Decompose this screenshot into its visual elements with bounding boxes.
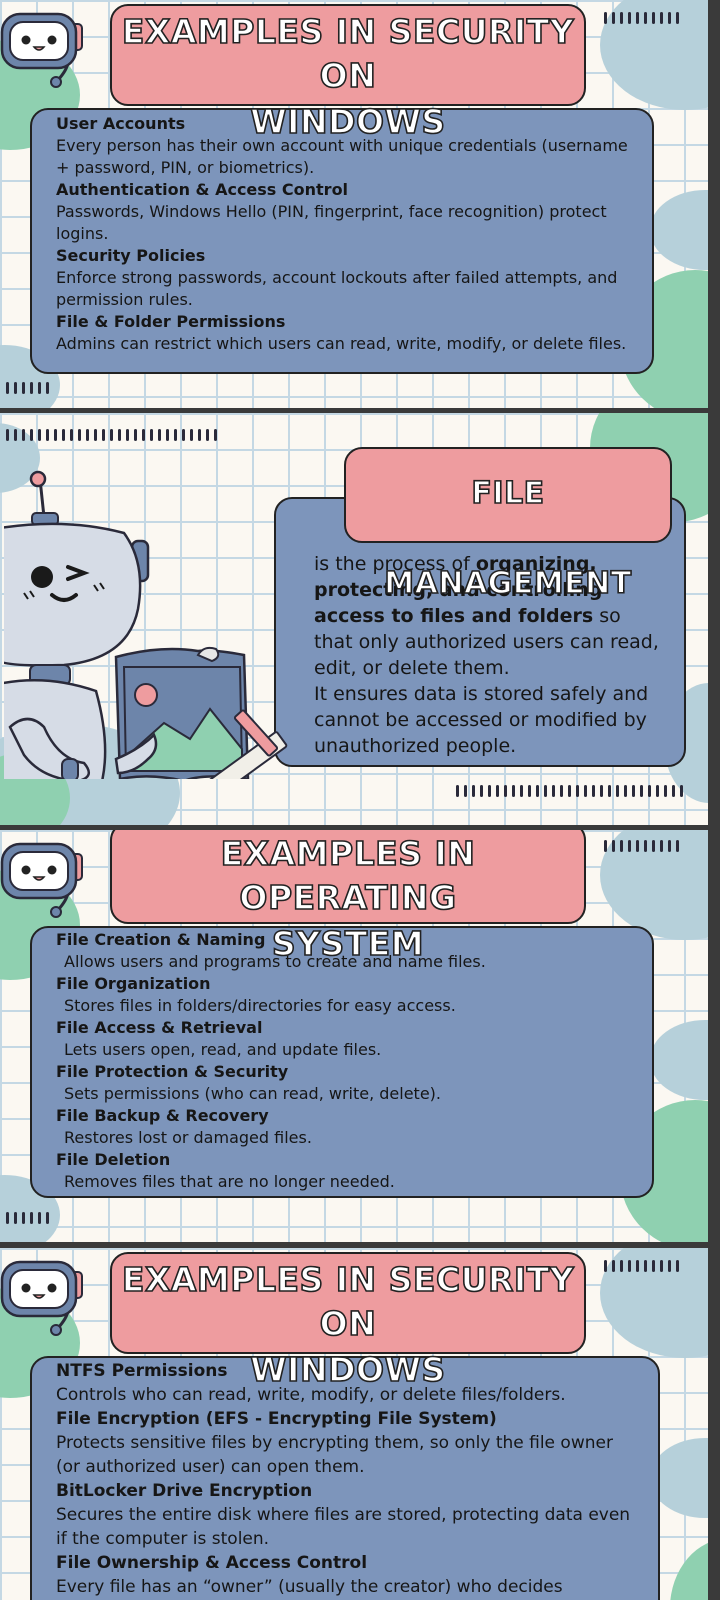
slide-security-windows-files: EXAMPLES IN SECURITY ON WINDOWS NTFS Per… [0,1248,708,1600]
pencil-icon [233,709,279,757]
blue-blob-right-mid [650,190,708,270]
slide1-title-box: EXAMPLES IN SECURITY ON WINDOWS [110,4,586,142]
item-desc: Admins can restrict which users can read… [56,334,627,353]
robot-head-icon [0,12,83,88]
item-desc: Every person has their own account with … [56,136,628,177]
slide3-title-box: EXAMPLES IN OPERATING SYSTEM [110,830,586,964]
slide4-title-box: EXAMPLES IN SECURITY ON WINDOWS [110,1252,586,1390]
item-desc: Removes files that are no longer needed. [64,1172,395,1191]
tick-pattern [6,382,49,394]
tick-pattern [6,1212,49,1224]
definition-emphasis: organizing, protecting, and controlling … [314,553,603,627]
item-desc: Allows users and programs to create and … [64,952,486,971]
item-title: File Protection & Security [56,1062,289,1081]
tick-pattern [456,785,683,797]
item-desc: Sets permissions (who can read, write, d… [64,1084,441,1103]
file-management-definition: is the process of organizing, protecting… [314,551,660,681]
list-item: File Organization Stores files in folder… [56,973,630,1017]
slide4-title-line1: EXAMPLES IN SECURITY ON [121,1259,575,1344]
item-desc: Stores files in folders/directories for … [64,996,456,1015]
item-desc: Passwords, Windows Hello (PIN, fingerpri… [56,202,607,243]
item-title: Authentication & Access Control [56,180,349,199]
slide-file-management: FILE MANAGEMENT is the process of organi… [0,413,708,825]
item-desc: Secures the entire disk where files are … [56,1505,631,1549]
list-item: File Access & Retrieval Lets users open,… [56,1017,630,1061]
item-desc: Enforce strong passwords, account lockou… [56,268,618,309]
item-title: File Backup & Recovery [56,1106,269,1125]
list-item: Authentication & Access Control Password… [56,179,630,245]
item-desc: Every file has an “owner” (usually the c… [56,1577,563,1597]
item-title: Security Policies [56,246,206,265]
slide1-title-line2: WINDOWS [249,101,446,142]
slide1-content-box: User Accounts Every person has their own… [30,108,654,374]
green-blob-right [670,1538,708,1600]
item-desc: Controls who can read, write, modify, or… [56,1385,566,1405]
list-item: File Ownership & Access Control Every fi… [56,1551,634,1599]
list-item: User Accounts Every person has their own… [56,113,630,179]
list-item: NTFS Permissions Controls who can read, … [56,1359,634,1407]
tick-pattern [604,12,679,24]
file-management-purpose: It ensures data is stored safely and can… [314,683,649,757]
slide-examples-operating-system: EXAMPLES IN OPERATING SYSTEM File Creati… [0,830,708,1242]
slide-security-windows-accounts: EXAMPLES IN SECURITY ON WINDOWS User Acc… [0,0,708,408]
slide3-content-box: File Creation & Naming Allows users and … [30,926,654,1198]
item-title: File Creation & Naming [56,930,266,949]
list-item: File & Folder Permissions Admins can res… [56,311,630,355]
item-title: File Ownership & Access Control [56,1553,368,1573]
definition-intro: is the process of [314,553,476,575]
item-title: File Organization [56,974,211,993]
item-desc: Lets users open, read, and update files. [64,1040,382,1059]
robot-head-icon [0,1260,83,1336]
list-item: File Protection & Security Sets permissi… [56,1061,630,1105]
slide4-content-box: NTFS Permissions Controls who can read, … [30,1356,660,1600]
slide4-title-line2: WINDOWS [249,1349,446,1390]
slide3-title-line1: EXAMPLES IN OPERATING [220,833,476,918]
slide3-title-line2: SYSTEM [271,923,425,964]
tick-pattern [604,1260,679,1272]
item-title: File Access & Retrieval [56,1018,263,1037]
list-item: Security Policies Enforce strong passwor… [56,245,630,311]
blue-blob-right-mid [650,1020,708,1100]
list-item: File Encryption (EFS - Encrypting File S… [56,1407,634,1479]
item-title: File & Folder Permissions [56,312,286,331]
list-item: BitLocker Drive Encryption Secures the e… [56,1479,634,1551]
robot-head-icon [0,842,83,918]
list-item: File Creation & Naming Allows users and … [56,929,630,973]
list-item: File Deletion Removes files that are no … [56,1149,630,1193]
list-item: File Backup & Recovery Restores lost or … [56,1105,630,1149]
tick-pattern [6,429,217,441]
robot-mascot-icon [4,470,288,779]
item-title: File Encryption (EFS - Encrypting File S… [56,1409,497,1429]
slide2-title-box: FILE MANAGEMENT [344,447,672,602]
slide1-title-line1: EXAMPLES IN SECURITY ON [121,11,575,96]
item-title: User Accounts [56,114,186,133]
tick-pattern [604,840,679,852]
item-title: NTFS Permissions [56,1361,228,1381]
item-desc: Protects sensitive files by encrypting t… [56,1433,613,1477]
definition-rest: so that only authorized users can read, … [314,605,659,679]
item-title: BitLocker Drive Encryption [56,1481,313,1501]
item-desc: Restores lost or damaged files. [64,1128,312,1147]
slide2-title: FILE MANAGEMENT [383,475,632,602]
item-title: File Deletion [56,1150,171,1169]
